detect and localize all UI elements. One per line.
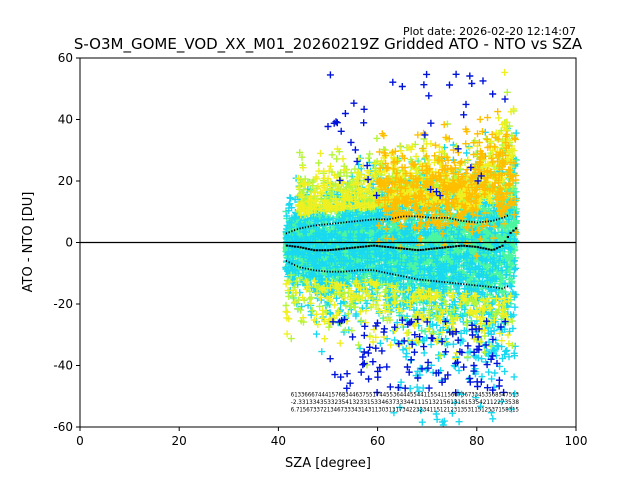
x-tick-label: 0	[76, 434, 84, 448]
stats-annotation: 6133666744415768344637551744553644455441…	[291, 391, 519, 413]
x-axis-label: SZA [degree]	[285, 456, 371, 471]
mean-curve	[285, 227, 518, 252]
y-tick-label: -60	[53, 420, 73, 434]
y-tick-label: -40	[53, 359, 73, 373]
upper-sigma-curve	[285, 214, 508, 235]
y-tick-label: 20	[58, 174, 73, 188]
plot-date: Plot date: 2026-02-20 12:14:07	[403, 25, 576, 38]
chart-title: S-O3M_GOME_VOD_XX_M01_20260219Z Gridded …	[74, 35, 583, 54]
x-tick-label: 40	[271, 434, 286, 448]
scatter-layer	[282, 68, 520, 427]
scatter-series-orange	[374, 108, 520, 260]
x-tick-label: 100	[565, 434, 588, 448]
line-layer	[80, 214, 576, 290]
lower-sigma-curve	[285, 260, 508, 290]
y-tick-label: -20	[53, 297, 73, 311]
stats-row: -2.3313343533235413233153346373334411151…	[291, 399, 519, 406]
x-tick-label: 60	[370, 434, 385, 448]
x-tick-label: 80	[469, 434, 484, 448]
stats-row: 6133666744415768344637551744553644455441…	[291, 391, 519, 398]
x-tick-label: 20	[172, 434, 187, 448]
scatter-series-blue	[324, 70, 509, 397]
ticks-layer: 0 20 40 60 80 100 -60 -40 -20 0 20 40 60	[53, 51, 587, 448]
stats-row: 6.71567337213467333431431130313173422323…	[291, 406, 519, 413]
y-tick-label: 0	[65, 236, 73, 250]
y-axis-label: ATO - NTO [DU]	[21, 192, 36, 293]
y-tick-label: 60	[58, 51, 73, 65]
y-tick-label: 40	[58, 113, 73, 127]
